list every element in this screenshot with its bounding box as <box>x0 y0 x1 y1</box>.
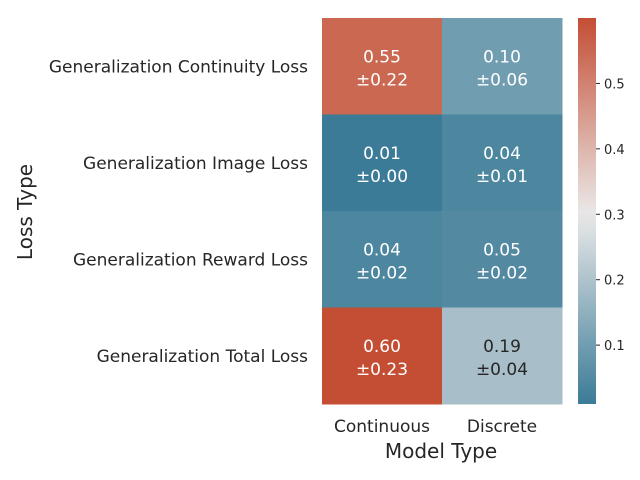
cell-std-label: ±0.04 <box>476 360 528 380</box>
x-tick-labels: Continuous Discrete <box>334 417 537 437</box>
colorbar-tick-label: 0.2 <box>604 274 625 289</box>
heatmap-cells <box>322 18 563 405</box>
heatmap-cell <box>442 211 563 308</box>
cell-value-label: 0.04 <box>483 144 521 164</box>
colorbar-tick-label: 0.5 <box>604 77 625 92</box>
cell-value-label: 0.55 <box>363 47 401 67</box>
colorbar-tick-label: 0.3 <box>604 208 625 223</box>
cell-std-label: ±0.23 <box>356 360 408 380</box>
heatmap-cell <box>442 114 563 212</box>
y-tick-label: Generalization Continuity Loss <box>49 57 308 77</box>
colorbar-ticks: 0.1 0.2 0.3 0.4 0.5 <box>596 77 625 354</box>
y-tick-label: Generalization Reward Loss <box>73 250 308 270</box>
colorbar-tick-label: 0.1 <box>604 339 625 354</box>
cell-std-label: ±0.01 <box>476 167 528 187</box>
cell-value-label: 0.05 <box>483 240 521 260</box>
cell-value-label: 0.01 <box>363 144 401 164</box>
cell-value-label: 0.60 <box>363 337 401 357</box>
heatmap-cell <box>442 18 563 115</box>
heatmap-cell <box>322 114 443 212</box>
cell-std-label: ±0.02 <box>476 263 528 283</box>
cell-annotations: 0.55 ±0.22 0.10 ±0.06 0.01 ±0.00 0.04 ±0.01 0.04… <box>356 47 528 380</box>
y-axis-label: Loss Type <box>13 164 37 260</box>
y-tick-label: Generalization Image Loss <box>83 154 308 174</box>
heatmap-cell <box>442 307 563 405</box>
cell-std-label: ±0.06 <box>476 70 528 90</box>
cell-std-label: ±0.00 <box>356 167 408 187</box>
colorbar <box>578 18 596 404</box>
x-tick-label: Discrete <box>467 417 537 437</box>
y-tick-labels: Generalization Continuity Loss Generaliza… <box>49 57 308 367</box>
cell-std-label: ±0.22 <box>356 70 408 90</box>
cell-value-label: 0.19 <box>483 337 521 357</box>
x-tick-label: Continuous <box>334 417 430 437</box>
heatmap-cell <box>322 307 443 405</box>
heatmap-cell <box>322 18 443 115</box>
y-tick-label: Generalization Total Loss <box>97 347 309 367</box>
cell-value-label: 0.04 <box>363 240 401 260</box>
cell-std-label: ±0.02 <box>356 263 408 283</box>
colorbar-tick-label: 0.4 <box>604 143 625 158</box>
cell-value-label: 0.10 <box>483 47 521 67</box>
heatmap-cell <box>322 211 443 308</box>
x-axis-label: Model Type <box>385 439 497 463</box>
